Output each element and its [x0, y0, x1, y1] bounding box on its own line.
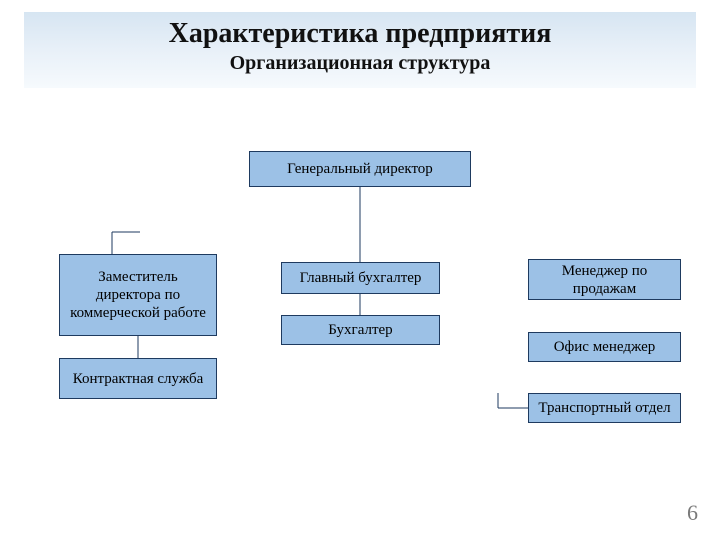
- org-node-office_mgr: Офис менеджер: [528, 332, 681, 362]
- page-number: 6: [687, 500, 698, 526]
- page-subtitle: Организационная структура: [24, 52, 696, 75]
- org-node-chief_acc: Главный бухгалтер: [281, 262, 440, 294]
- org-node-sales_mgr: Менеджер по продажам: [528, 259, 681, 300]
- org-node-deputy: Заместитель директора по коммерческой ра…: [59, 254, 217, 336]
- title-band: Характеристика предприятия Организационн…: [24, 12, 696, 88]
- org-node-ceo: Генеральный директор: [249, 151, 471, 187]
- org-node-transport: Транспортный отдел: [528, 393, 681, 423]
- page-title: Характеристика предприятия: [24, 18, 696, 50]
- org-node-contract: Контрактная служба: [59, 358, 217, 399]
- org-node-accountant: Бухгалтер: [281, 315, 440, 345]
- slide: { "title": { "main": "Характеристика пре…: [0, 0, 720, 540]
